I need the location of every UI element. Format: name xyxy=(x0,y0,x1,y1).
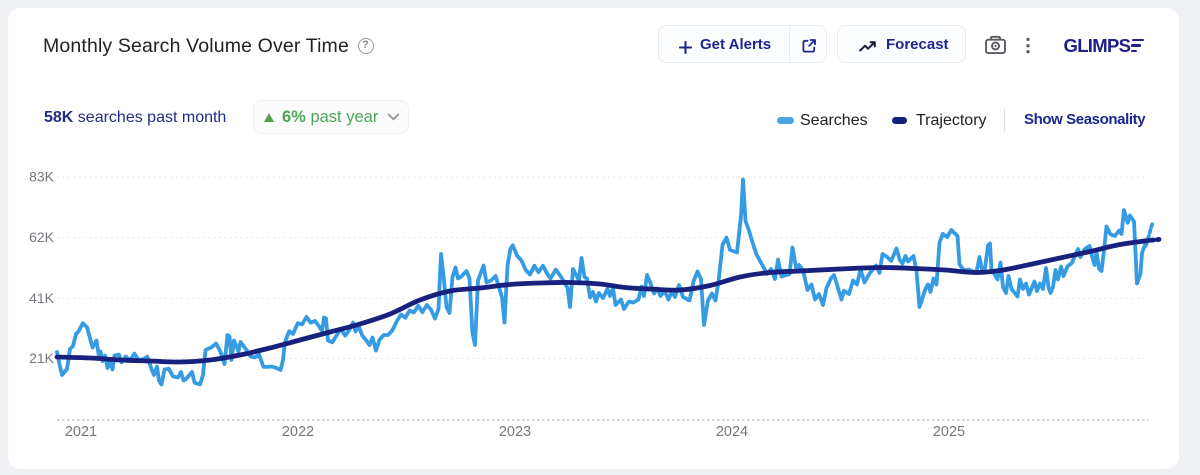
svg-text:2023: 2023 xyxy=(499,424,531,440)
svg-text:21K: 21K xyxy=(29,350,55,366)
svg-text:2021: 2021 xyxy=(65,424,97,440)
svg-text:2025: 2025 xyxy=(933,424,965,440)
svg-text:83K: 83K xyxy=(29,169,55,185)
svg-text:2024: 2024 xyxy=(716,424,748,440)
svg-text:62K: 62K xyxy=(29,229,55,245)
svg-text:41K: 41K xyxy=(29,290,55,306)
svg-text:2022: 2022 xyxy=(282,424,314,440)
